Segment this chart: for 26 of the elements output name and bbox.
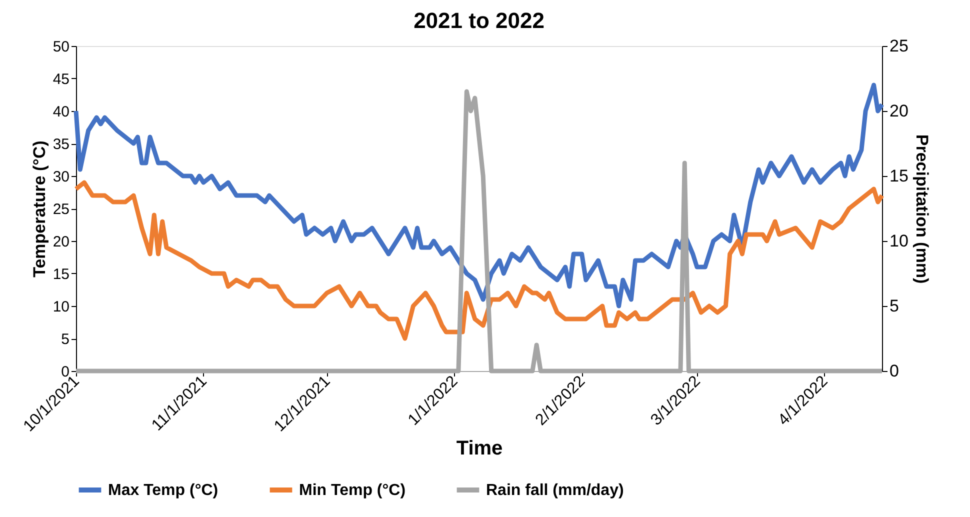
- y2-tick-label: 25: [890, 36, 908, 56]
- y-tick-label: 0: [61, 364, 70, 380]
- y-axis-title: Temperature (°C): [30, 140, 49, 278]
- y-tick-label: 30: [52, 168, 70, 186]
- y2-tick-label: 5: [890, 296, 899, 316]
- y2-tick-label: 10: [890, 232, 908, 250]
- y2-tick-label: 20: [890, 102, 908, 120]
- y2-tick-label: 15: [890, 166, 908, 186]
- line-series: [74, 82, 884, 308]
- y-tick-label: 15: [52, 266, 70, 283]
- y2-axis-title: Precipitation (mm): [912, 134, 932, 284]
- y-tick-label: 20: [52, 234, 70, 250]
- y-tick-label: 5: [61, 331, 70, 348]
- y2-tick-label: 0: [890, 362, 899, 380]
- y-tick-label: 25: [52, 201, 70, 218]
- y-tick-label: 35: [52, 136, 70, 153]
- y-tick-label: 10: [52, 298, 70, 316]
- x-axis-title: Time: [456, 437, 503, 460]
- y-tick-label: 45: [52, 71, 70, 88]
- legend-label: Min Temp (°C): [299, 482, 406, 499]
- chart-title: 2021 to 2022: [414, 8, 544, 33]
- line-series: [74, 180, 884, 341]
- legend-label: Max Temp (°C): [108, 482, 218, 499]
- y-tick-label: 50: [52, 38, 70, 56]
- y-tick-label: 40: [52, 104, 70, 120]
- legend-label: Rain fall (mm/day): [486, 482, 624, 499]
